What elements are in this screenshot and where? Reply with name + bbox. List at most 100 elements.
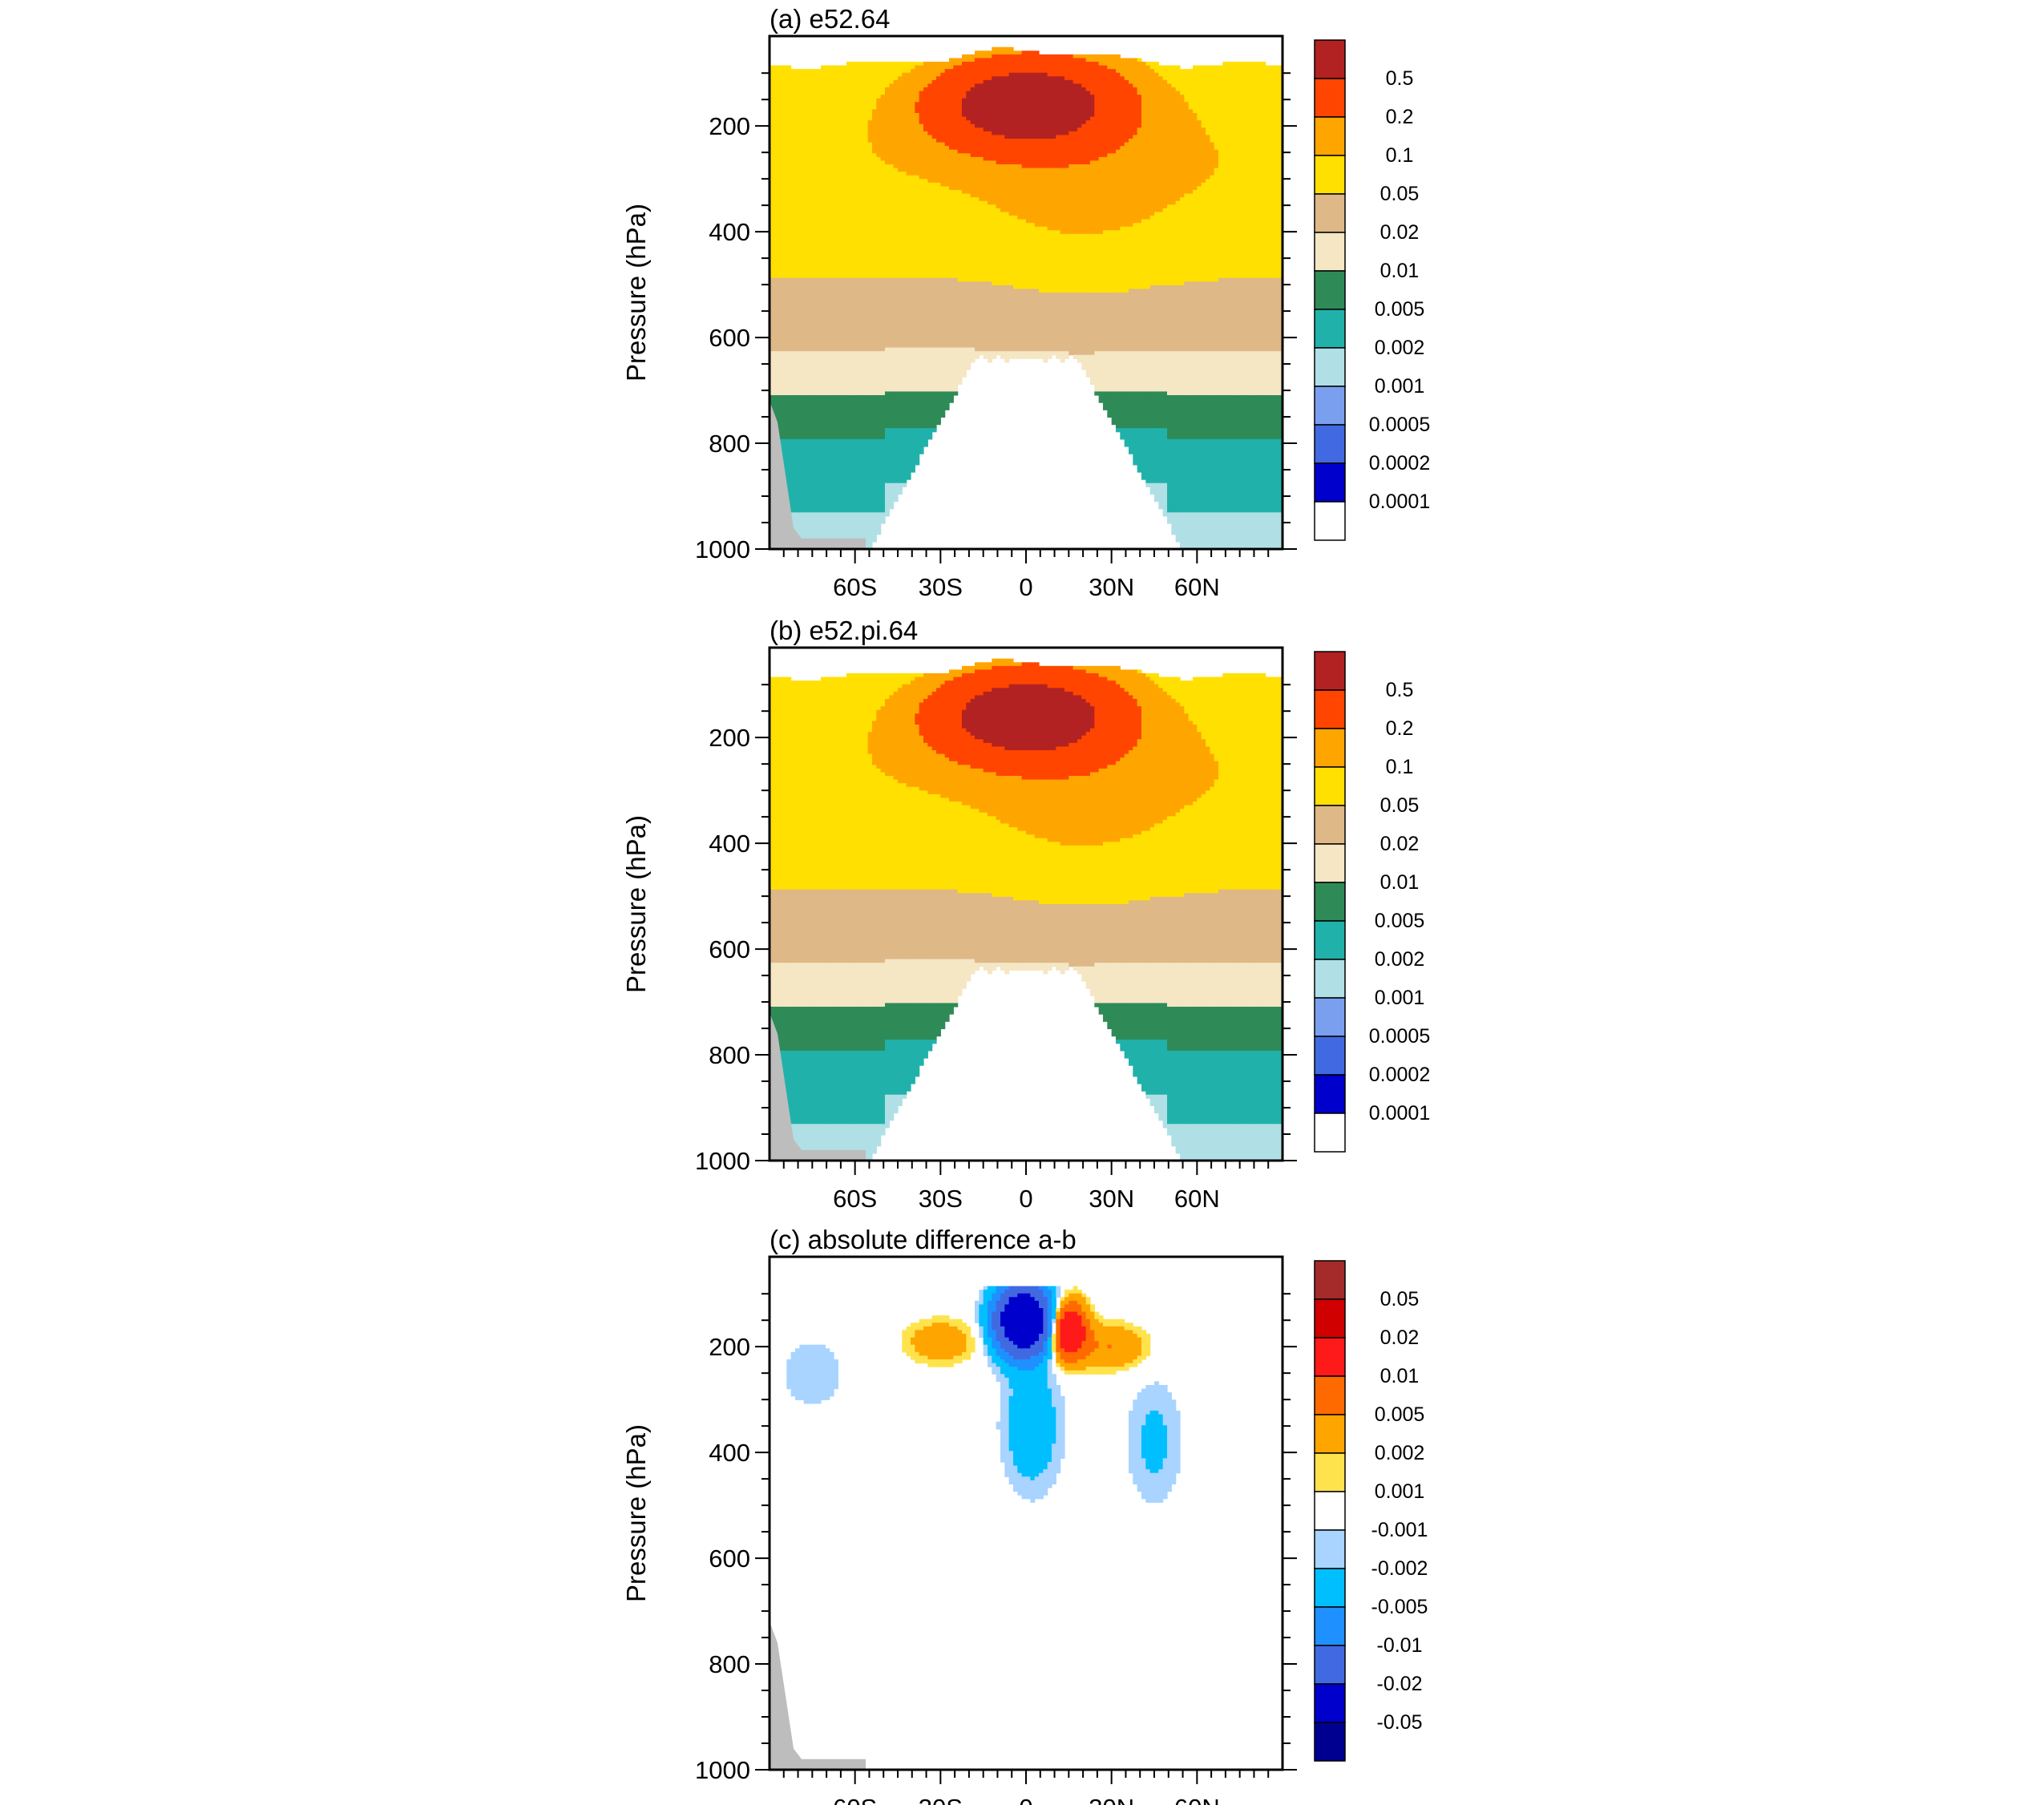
contour-cell: [829, 428, 834, 433]
contour-cell: [854, 182, 860, 188]
contour-cell: [936, 76, 941, 81]
contour-cell: [911, 358, 915, 363]
contour-cell: [812, 259, 818, 264]
contour-cell: [812, 310, 818, 316]
contour-cell: [885, 139, 890, 143]
contour-cell: [850, 534, 856, 539]
contour-cell: [834, 321, 838, 326]
contour-cell: [923, 127, 928, 132]
contour-cell: [872, 62, 877, 67]
contour-cell: [902, 347, 907, 352]
contour-cell: [867, 541, 873, 547]
contour-cell: [931, 428, 937, 433]
contour-cell: [829, 446, 834, 451]
contour-cell: [902, 83, 907, 88]
contour-cell: [786, 424, 792, 429]
contour-cell: [812, 365, 818, 370]
contour-cell: [915, 267, 920, 272]
contour-cell: [803, 208, 809, 213]
contour-cell: [774, 237, 779, 242]
contour-cell: [898, 248, 903, 253]
contour-cell: [803, 377, 809, 382]
contour-cell: [880, 237, 886, 242]
contour-cell: [803, 120, 809, 125]
contour-cell: [863, 233, 869, 239]
contour-cell: [812, 212, 818, 216]
contour-cell: [834, 230, 838, 235]
contour-cell: [859, 523, 864, 528]
contour-cell: [825, 153, 830, 158]
contour-cell: [898, 365, 903, 370]
contour-cell: [774, 354, 779, 359]
contour-cell: [923, 135, 928, 139]
contour-cell: [774, 391, 779, 396]
contour-cell: [906, 344, 911, 349]
contour-cell: [812, 193, 818, 198]
contour-cell: [803, 182, 809, 188]
contour-cell: [876, 354, 882, 359]
contour-cell: [782, 190, 787, 195]
contour-cell: [834, 123, 838, 128]
contour-cell: [915, 248, 920, 253]
contour-cell: [854, 113, 860, 118]
contour-cell: [786, 391, 792, 396]
contour-cell: [880, 127, 886, 132]
contour-cell: [911, 281, 915, 286]
contour-cell: [846, 505, 851, 510]
contour-cell: [795, 289, 800, 293]
contour-cell: [816, 365, 822, 370]
contour-cell: [931, 76, 937, 81]
contour-cell: [854, 351, 860, 356]
contour-cell: [838, 310, 843, 316]
contour-cell: [812, 120, 818, 125]
contour-cell: [889, 365, 895, 370]
contour-cell: [923, 149, 928, 154]
contour-cell: [816, 310, 822, 316]
contour-cell: [842, 512, 847, 517]
contour-cell: [927, 344, 933, 349]
contour-cell: [863, 248, 869, 253]
contour-cell: [936, 277, 941, 282]
contour-cell: [880, 479, 886, 484]
contour-cell: [885, 160, 890, 165]
contour-cell: [919, 230, 924, 235]
contour-cell: [846, 410, 851, 414]
contour-cell: [795, 296, 800, 301]
contour-cell: [893, 256, 899, 260]
contour-cell: [863, 175, 869, 180]
contour-cell: [846, 208, 851, 213]
contour-cell: [859, 116, 864, 121]
contour-cell: [834, 233, 838, 239]
contour-cell: [829, 182, 834, 188]
contour-cell: [846, 464, 851, 470]
contour-cell: [867, 105, 873, 111]
contour-cell: [838, 248, 843, 253]
contour-cell: [889, 212, 895, 216]
contour-cell: [902, 267, 907, 272]
contour-cell: [842, 347, 847, 352]
contour-cell: [859, 182, 864, 188]
contour-cell: [778, 435, 783, 440]
contour-cell: [911, 259, 915, 264]
contour-cell: [927, 435, 933, 440]
contour-cell: [919, 373, 924, 378]
contour-cell: [867, 123, 873, 128]
contour-cell: [872, 472, 877, 477]
contour-cell: [803, 490, 809, 495]
contour-cell: [915, 216, 920, 220]
contour-cell: [782, 113, 787, 118]
contour-cell: [829, 79, 834, 85]
contour-cell: [795, 464, 800, 470]
contour-cell: [906, 468, 911, 473]
contour-cell: [795, 116, 800, 121]
contour-cell: [906, 208, 911, 213]
contour-cell: [821, 244, 826, 249]
contour-cell: [850, 277, 856, 282]
contour-cell: [880, 186, 886, 191]
contour-cell: [923, 387, 928, 393]
contour-cell: [859, 113, 864, 118]
contour-cell: [911, 336, 915, 341]
contour-cell: [816, 369, 822, 374]
contour-cell: [931, 244, 937, 249]
contour-cell: [889, 490, 895, 495]
